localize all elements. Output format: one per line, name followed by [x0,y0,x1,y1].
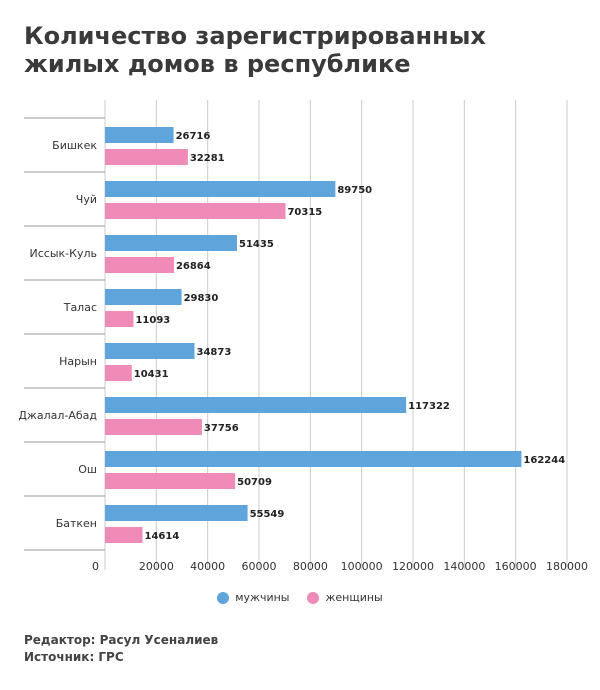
bar-men-4 [105,343,195,359]
value-label-women-3: 11093 [135,315,170,326]
legend-label-women: женщины [325,591,383,604]
bar-women-6 [105,473,236,489]
category-label-3: Талас [63,301,97,314]
chart-title: Количество зарегистрированных жилых домо… [24,22,486,78]
value-label-men-4: 34873 [197,347,232,358]
category-label-0: Бишкек [52,139,97,152]
category-label-4: Нарын [59,355,97,368]
editor-credit: Редактор: Расул Усеналиев [24,633,219,647]
x-tick-label-160000: 160000 [495,560,537,573]
bar-men-5 [105,397,407,413]
bar-men-6 [105,451,522,467]
bar-women-0 [105,149,188,165]
bar-women-5 [105,419,202,435]
value-label-women-1: 70315 [287,207,322,218]
bars [105,127,522,543]
category-label-5: Джалал-Абад [18,409,97,422]
bar-women-1 [105,203,286,219]
x-tick-label-180000: 180000 [546,560,588,573]
bar-men-7 [105,505,248,521]
value-label-men-7: 55549 [250,509,285,520]
value-label-men-5: 117322 [408,401,450,412]
value-label-women-2: 26864 [176,261,211,272]
x-tick-label-20000: 20000 [139,560,174,573]
value-label-men-6: 162244 [523,455,565,466]
x-tick-label-120000: 120000 [392,560,434,573]
source-credit: Источник: ГРС [24,650,124,664]
bar-men-3 [105,289,182,305]
category-label-6: Ош [78,463,97,476]
legend-label-men: мужчины [235,591,290,604]
value-label-men-3: 29830 [184,293,219,304]
value-labels: 26716 32281 89750 70315 51435 26864 29830 11093… [134,131,565,542]
legend-item-men[interactable]: мужчины [217,591,289,604]
x-tick-label-140000: 140000 [443,560,485,573]
bar-women-7 [105,527,143,543]
value-label-men-2: 51435 [239,239,274,250]
x-tick-label-80000: 80000 [293,560,328,573]
footer: Редактор: Расул Усеналиев Источник: ГРС [24,632,218,666]
legend: мужчины женщины [0,591,600,604]
value-label-women-0: 32281 [190,153,225,164]
legend-dot-men [217,591,230,604]
legend-item-women[interactable]: женщины [307,591,383,604]
bar-women-2 [105,257,174,273]
category-separators [24,117,105,551]
value-label-men-1: 89750 [337,185,372,196]
value-label-men-0: 26716 [176,131,211,142]
x-tick-label-40000: 40000 [190,560,225,573]
bar-men-2 [105,235,238,251]
value-label-women-5: 37756 [204,423,239,434]
x-tick-label-60000: 60000 [242,560,277,573]
bar-women-4 [105,365,132,381]
value-label-women-7: 14614 [145,531,180,542]
bar-men-1 [105,181,336,197]
value-label-women-4: 10431 [134,369,169,380]
category-label-2: Иссык-Куль [30,247,97,260]
x-tick-label-100000: 100000 [341,560,383,573]
value-label-women-6: 50709 [237,477,272,488]
bar-women-3 [105,311,134,327]
category-label-1: Чуй [76,193,97,206]
grid-lines [104,100,568,570]
bar-men-0 [105,127,174,143]
category-label-7: Баткен [56,517,97,530]
legend-dot-women [307,591,320,604]
category-labels: Бишкек Чуй Иссык-Куль Талас Нарын Джалал-Абад… [18,139,97,530]
x-tick-label-0: 0 [92,560,99,573]
x-tick-labels: 0 20000 40000 60000 80000 100000 120000 140000 1… [92,560,588,573]
